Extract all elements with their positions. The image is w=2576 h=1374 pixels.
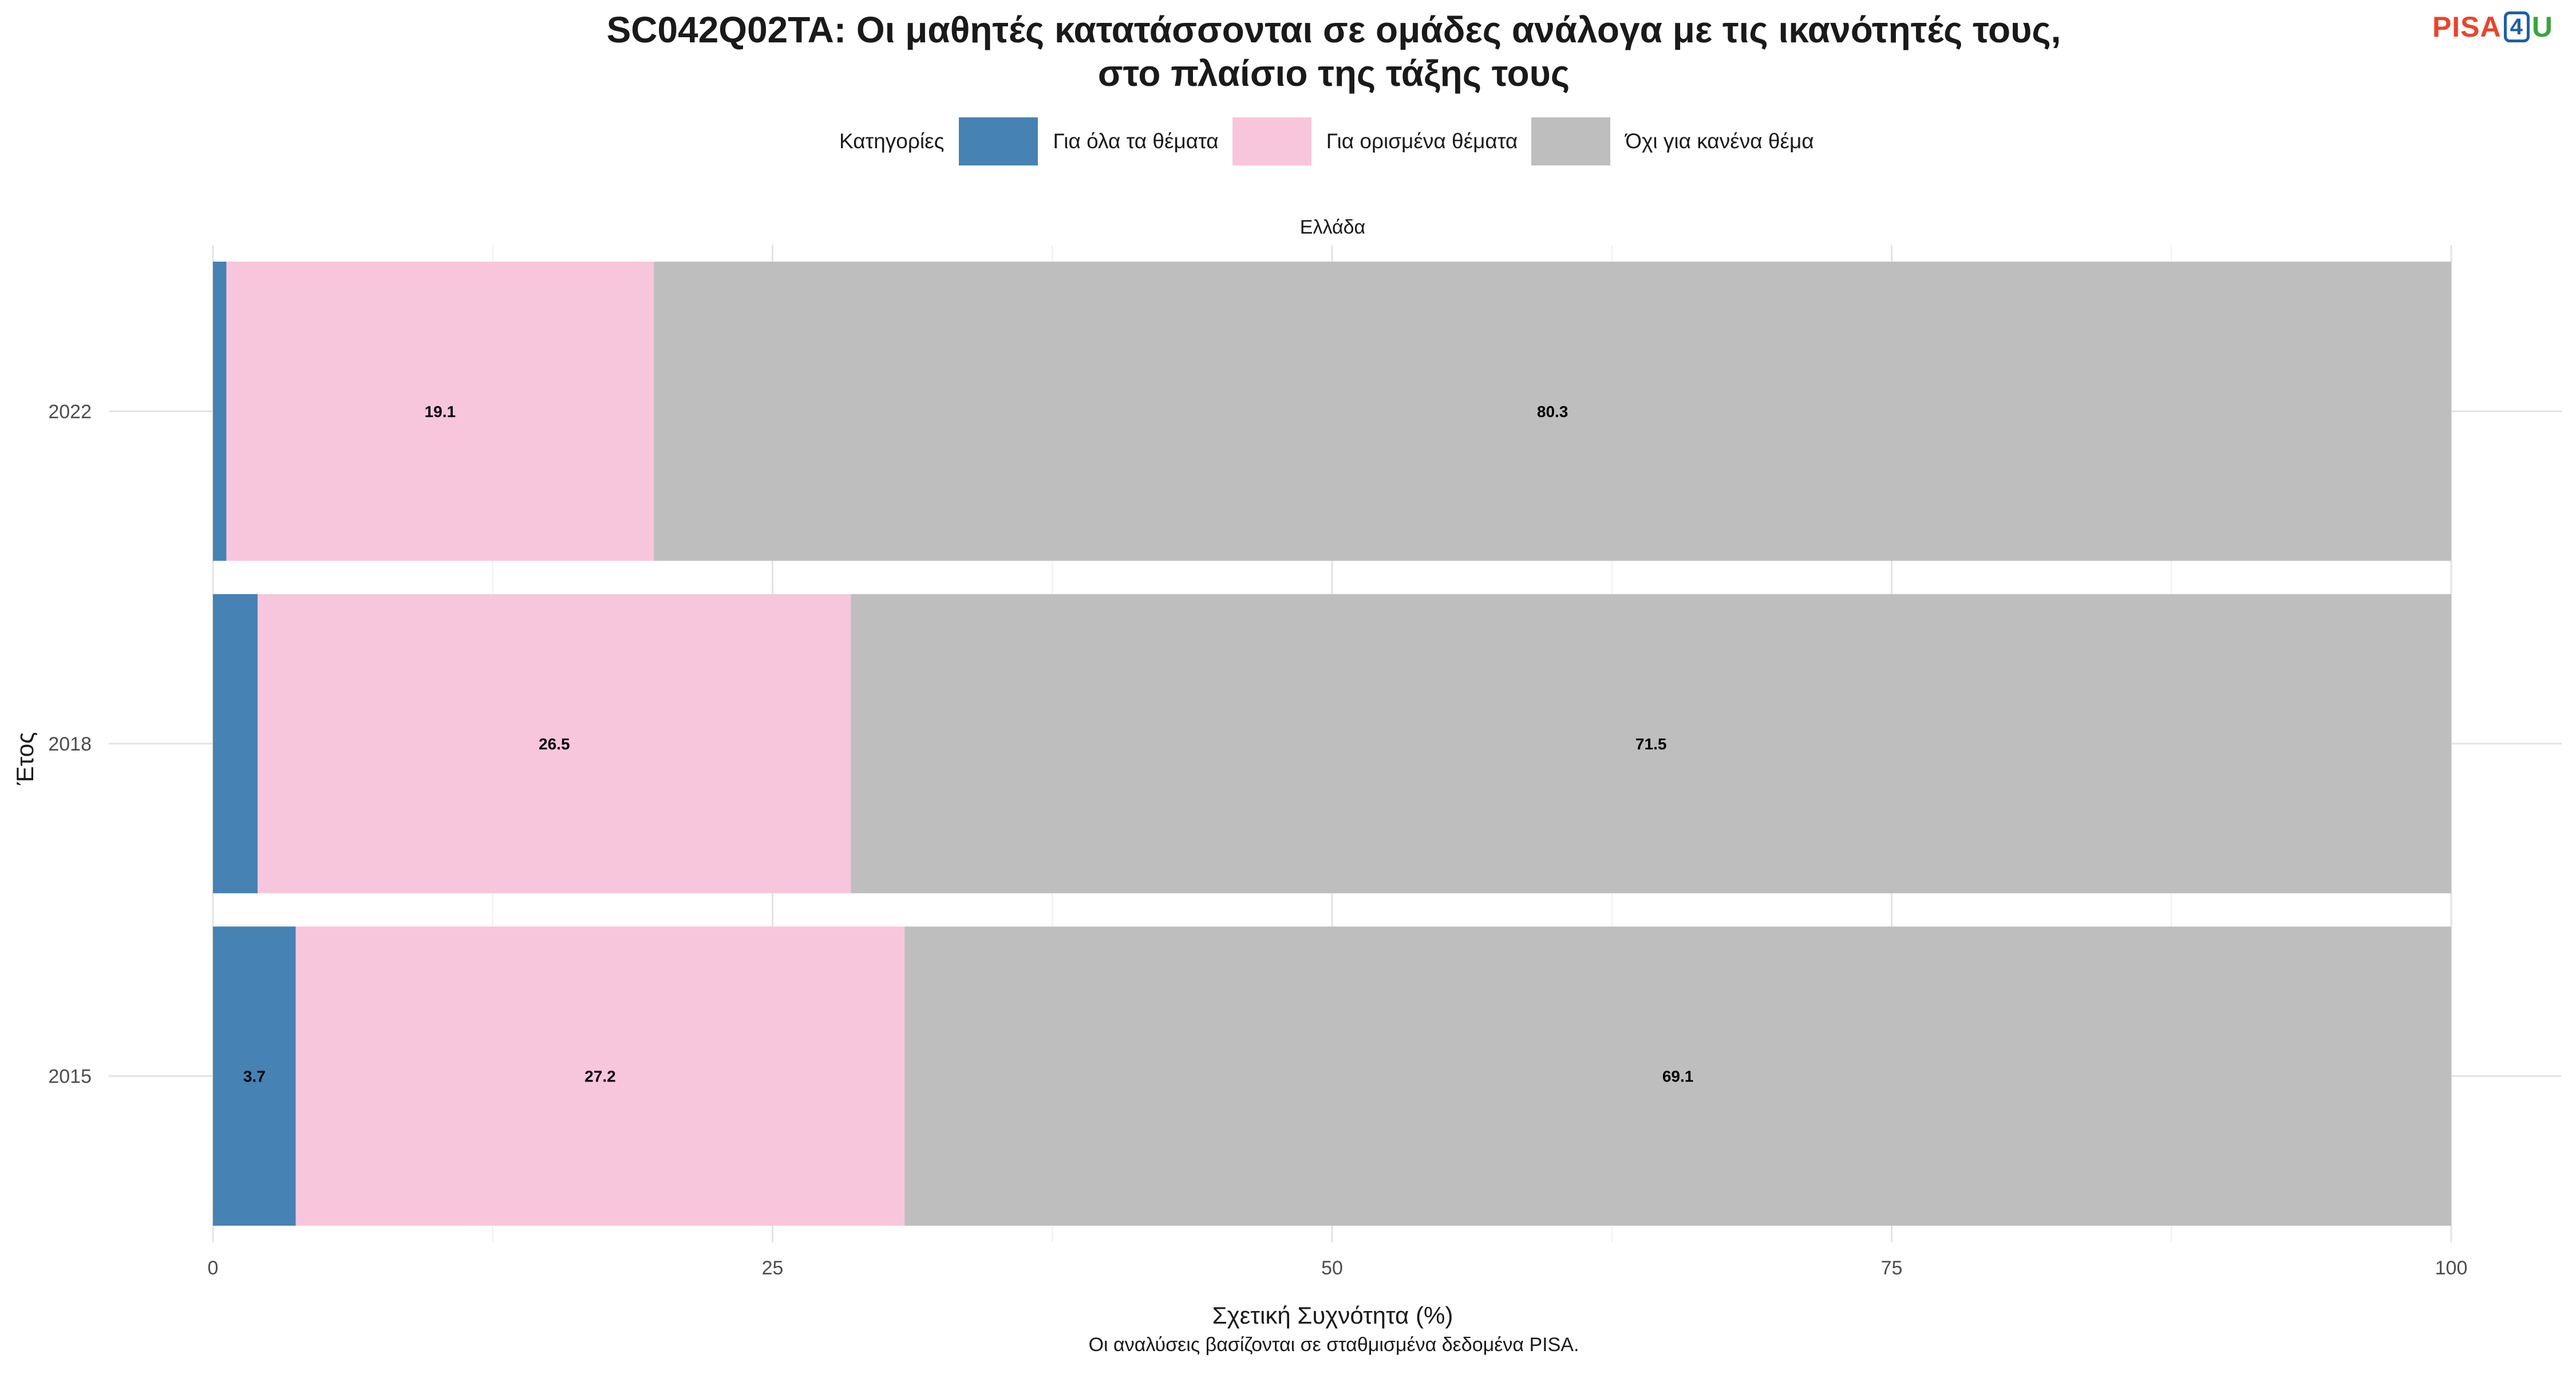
legend-item-some-subjects: Για ορισμένα θέματα — [1232, 117, 1518, 165]
bar-value-label: 3.7 — [243, 1068, 266, 1085]
bar-value-label: 80.3 — [1537, 402, 1568, 420]
bar-value-label: 19.1 — [425, 402, 456, 420]
x-tick-label: 50 — [1321, 1257, 1343, 1279]
x-axis-ticks: 0 25 50 75 100 — [208, 1257, 2468, 1279]
y-tick-label: 2018 — [48, 733, 92, 755]
y-tick-label: 2022 — [48, 401, 92, 423]
x-tick-label: 75 — [1881, 1257, 1903, 1279]
x-axis-label: Σχετική Συχνότητα (%) — [1212, 1302, 1453, 1329]
bar-segment — [258, 594, 851, 894]
bars-group: 19.1 80.3 26.5 71.5 3.7 27.2 69.1 — [213, 262, 2451, 1226]
legend-label-no-subjects: Όχι για κανένα θέμα — [1625, 129, 1814, 153]
legend-label-all-subjects: Για όλα τα θέματα — [1053, 129, 1219, 153]
logo-number-badge: 4 — [2503, 11, 2530, 42]
pisa4u-logo: PISA 4 U — [2432, 10, 2553, 44]
bar-segment — [654, 262, 2451, 561]
legend-title: Κατηγορίες — [839, 129, 945, 153]
bar-value-label: 71.5 — [1635, 735, 1667, 753]
bar-segment — [904, 926, 2451, 1226]
y-axis-label: Έτος — [11, 732, 38, 786]
x-tick-label: 100 — [2435, 1257, 2468, 1279]
bar-segment — [851, 594, 2451, 894]
bar-segment — [213, 926, 296, 1226]
bar-segment — [213, 262, 227, 561]
legend-item-no-subjects: Όχι για κανένα θέμα — [1531, 117, 1814, 165]
legend-swatch-all-subjects — [959, 117, 1038, 165]
bar-segment — [226, 262, 654, 561]
facet-label: Ελλάδα — [1300, 216, 1365, 238]
x-tick-label: 25 — [762, 1257, 784, 1279]
chart-title-line2: στο πλαίσιο της τάξης τους — [1097, 53, 1570, 94]
y-axis-ticks: 2022 2018 2015 — [48, 401, 92, 1087]
y-tick-label: 2015 — [48, 1066, 92, 1088]
chart-caption: Οι αναλύσεις βασίζονται σε σταθμισμένα δ… — [1088, 1334, 1579, 1356]
bar-value-label: 27.2 — [584, 1068, 616, 1085]
bar-segment — [295, 926, 905, 1226]
legend-item-all-subjects: Για όλα τα θέματα — [959, 117, 1219, 165]
legend-label-some-subjects: Για ορισμένα θέματα — [1326, 129, 1518, 153]
legend-swatch-some-subjects — [1232, 117, 1311, 165]
bar-value-label: 26.5 — [539, 735, 570, 753]
bar-segment — [213, 594, 258, 894]
x-tick-label: 0 — [208, 1257, 219, 1279]
logo-u-text: U — [2531, 11, 2553, 43]
chart-title-line1: SC042Q02TA: Οι μαθητές κατατάσσονται σε … — [606, 9, 2061, 50]
bar-value-label: 69.1 — [1662, 1068, 1694, 1085]
logo-pisa-text: PISA — [2432, 11, 2502, 43]
chart-legend: Κατηγορίες Για όλα τα θέματα Για ορισμέν… — [839, 117, 1828, 165]
legend-swatch-no-subjects — [1531, 117, 1611, 165]
